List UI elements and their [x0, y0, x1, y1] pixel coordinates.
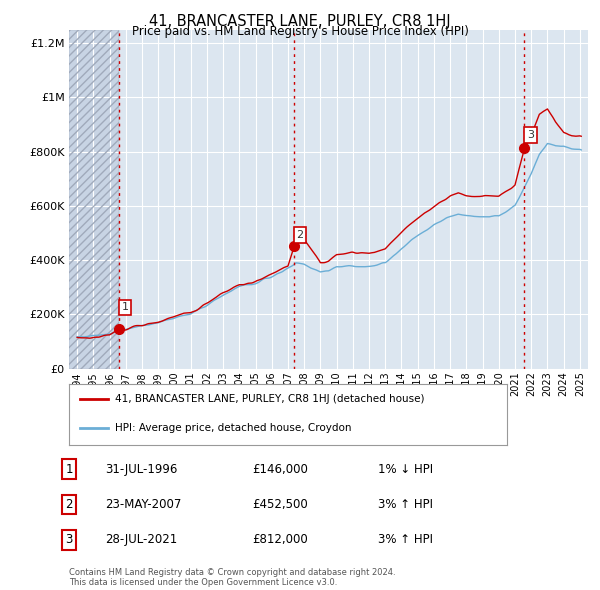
- Text: 3: 3: [527, 130, 534, 140]
- Text: 23-MAY-2007: 23-MAY-2007: [105, 498, 181, 511]
- Text: Price paid vs. HM Land Registry's House Price Index (HPI): Price paid vs. HM Land Registry's House …: [131, 25, 469, 38]
- Text: 2: 2: [65, 498, 73, 511]
- Text: 3% ↑ HPI: 3% ↑ HPI: [378, 498, 433, 511]
- Text: 41, BRANCASTER LANE, PURLEY, CR8 1HJ: 41, BRANCASTER LANE, PURLEY, CR8 1HJ: [149, 14, 451, 28]
- Text: £146,000: £146,000: [252, 463, 308, 476]
- Text: 31-JUL-1996: 31-JUL-1996: [105, 463, 178, 476]
- Text: Contains HM Land Registry data © Crown copyright and database right 2024.
This d: Contains HM Land Registry data © Crown c…: [69, 568, 395, 587]
- Text: 3% ↑ HPI: 3% ↑ HPI: [378, 533, 433, 546]
- Text: 3: 3: [65, 533, 73, 546]
- Text: 2: 2: [296, 230, 304, 240]
- Text: 41, BRANCASTER LANE, PURLEY, CR8 1HJ (detached house): 41, BRANCASTER LANE, PURLEY, CR8 1HJ (de…: [115, 394, 424, 404]
- Text: HPI: Average price, detached house, Croydon: HPI: Average price, detached house, Croy…: [115, 423, 352, 433]
- Text: £812,000: £812,000: [252, 533, 308, 546]
- Text: 28-JUL-2021: 28-JUL-2021: [105, 533, 177, 546]
- Text: 1: 1: [65, 463, 73, 476]
- Bar: [69, 30, 119, 369]
- Text: £452,500: £452,500: [252, 498, 308, 511]
- Text: 1% ↓ HPI: 1% ↓ HPI: [378, 463, 433, 476]
- Bar: [69, 30, 119, 369]
- Text: 1: 1: [121, 303, 128, 313]
